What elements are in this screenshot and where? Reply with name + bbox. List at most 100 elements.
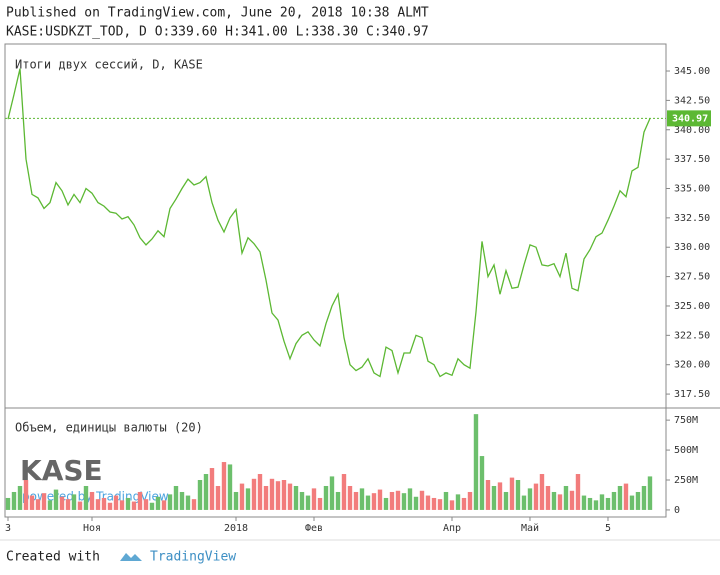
volume-bar: [77, 501, 83, 510]
y-tick-label: 327.50: [674, 272, 710, 283]
volume-bar: [263, 485, 269, 510]
volume-bar: [161, 500, 167, 510]
volume-bar: [95, 499, 101, 510]
y-tick-label: 317.50: [674, 389, 710, 400]
volume-bar: [611, 491, 617, 510]
volume-bar: [191, 499, 197, 510]
footer-brand[interactable]: TradingView: [150, 550, 236, 565]
volume-bar: [275, 481, 281, 510]
volume-bar: [119, 500, 125, 510]
volume-bar: [347, 485, 353, 510]
volume-bar: [203, 474, 209, 510]
volume-bar: [557, 494, 563, 510]
y-tick-label: 320.00: [674, 360, 710, 371]
price-line: [7, 68, 651, 378]
volume-bar: [545, 485, 551, 510]
y-tick-label: 325.00: [674, 301, 710, 312]
volume-bar: [53, 489, 59, 510]
volume-bar: [407, 488, 413, 510]
x-tick-label: 3: [5, 523, 11, 534]
volume-bar: [311, 488, 317, 510]
volume-bar: [371, 493, 377, 510]
volume-bar: [239, 483, 245, 510]
volume-bar: [389, 491, 395, 510]
volume-bar: [377, 489, 383, 510]
volume-bar: [437, 499, 443, 510]
volume-legend: Объем, единицы валюты (20): [15, 421, 203, 435]
volume-bar: [491, 485, 497, 510]
volume-bar: [107, 502, 113, 510]
volume-bar: [83, 485, 89, 510]
volume-bar: [227, 464, 233, 510]
volume-bar: [305, 495, 311, 510]
volume-bar: [59, 496, 65, 510]
volume-bar: [395, 490, 401, 510]
x-tick-label: Май: [521, 522, 539, 534]
y-tick-label: 335.00: [674, 183, 710, 194]
volume-bar: [479, 456, 485, 510]
volume-bar: [41, 493, 47, 510]
x-tick-label: Апр: [443, 523, 461, 534]
volume-bar: [401, 493, 407, 510]
footer-logo: [120, 553, 142, 561]
volume-bar: [515, 480, 521, 510]
volume-bar: [527, 488, 533, 510]
volume-bar: [299, 491, 305, 510]
volume-bar: [257, 474, 263, 510]
y-tick-label: 0: [674, 505, 680, 516]
y-tick-label: 750M: [674, 415, 698, 426]
volume-bar: [575, 474, 581, 510]
volume-bar: [521, 495, 527, 510]
volume-bar: [137, 491, 143, 510]
volume-bar: [551, 491, 557, 510]
last-price-label: 340.97: [672, 113, 708, 124]
volume-bar: [461, 497, 467, 510]
y-tick-label: 342.50: [674, 95, 710, 106]
y-tick-label: 340.00: [674, 125, 710, 136]
volume-bar: [449, 500, 455, 510]
x-tick-label: Фев: [305, 523, 323, 534]
volume-bar: [629, 495, 635, 510]
volume-bar: [593, 500, 599, 510]
volume-bar: [599, 494, 605, 510]
volume-bar: [29, 495, 35, 510]
volume-bar: [617, 485, 623, 510]
symbol-line: KASE:USDKZT_TOD, D O:339.60 H:341.00 L:3…: [6, 25, 429, 40]
volume-bar: [431, 497, 437, 510]
volume-bar: [209, 468, 215, 510]
volume-bar: [497, 482, 503, 510]
y-tick-label: 332.50: [674, 213, 710, 224]
volume-bar: [293, 485, 299, 510]
volume-bar: [125, 497, 131, 510]
y-tick-label: 250M: [674, 475, 698, 486]
y-tick-label: 330.00: [674, 242, 710, 253]
volume-bar: [539, 474, 545, 510]
volume-bar: [167, 494, 173, 510]
volume-bar: [179, 491, 185, 510]
volume-bar: [641, 485, 647, 510]
y-tick-label: 337.50: [674, 154, 710, 165]
volume-bar: [149, 502, 155, 510]
plot-frame: [4, 43, 667, 518]
volume-bar: [233, 491, 239, 510]
volume-bar: [185, 495, 191, 510]
volume-bar: [89, 491, 95, 510]
last-price-box: [667, 110, 711, 127]
volume-bar: [323, 485, 329, 510]
volume-bar: [341, 474, 347, 510]
volume-bar: [143, 499, 149, 510]
y-tick-label: 500M: [674, 445, 698, 456]
volume-bar: [65, 499, 71, 510]
volume-bar: [245, 488, 251, 510]
volume-bar: [473, 414, 479, 510]
volume-bar: [329, 476, 335, 510]
volume-bar: [635, 491, 641, 510]
volume-bar: [113, 495, 119, 510]
volume-bar: [335, 491, 341, 510]
x-tick-label: 2018: [224, 523, 248, 534]
volume-bar: [317, 497, 323, 510]
volume-bar: [467, 491, 473, 510]
footer-created: Created with: [6, 550, 100, 565]
volume-bar: [509, 477, 515, 510]
